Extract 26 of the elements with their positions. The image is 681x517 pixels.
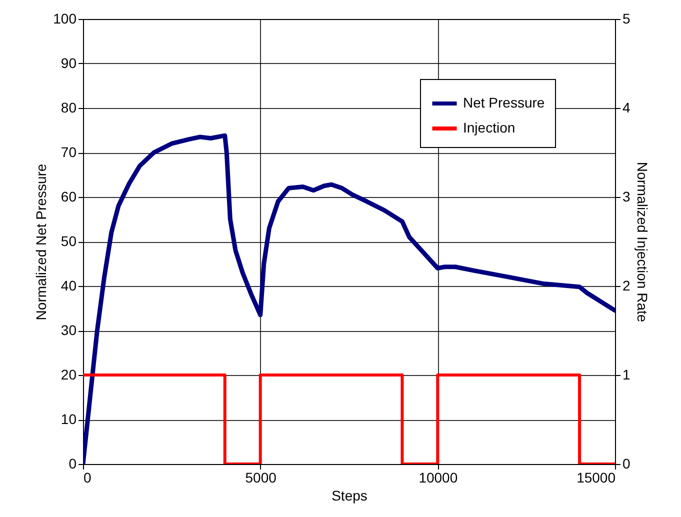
y2-tick-label: 5 [622,10,630,26]
y2-tick-label: 2 [622,278,630,294]
x-tick-label: 15000 [576,470,616,486]
y-tick-label: 90 [60,55,77,71]
x-tick-label: 10000 [418,470,458,486]
y-tick-label: 20 [60,366,77,382]
x-tick-label: 0 [84,470,92,486]
legend-label: Net Pressure [463,94,545,110]
y-tick-label: 0 [68,456,77,472]
legend-label: Injection [463,120,516,136]
y2-tick-label: 1 [622,366,630,382]
y-tick-label: 80 [60,100,77,116]
y-axis-title: Normalized Net Pressure [33,164,50,320]
y-tick-label: 10 [60,411,77,427]
y-tick-label: 60 [60,188,77,204]
y-tick-label: 40 [60,278,77,294]
y2-tick-label: 0 [622,456,630,472]
y2-tick-label: 3 [622,188,630,204]
y-tick-label: 30 [60,322,77,338]
y-tick-label: 70 [60,144,77,160]
y-tick-label: 100 [53,10,77,26]
x-tick-label: 5000 [245,470,277,486]
y2-tick-label: 4 [622,100,630,116]
x-axis-title: Steps [332,488,368,504]
y2-axis-title: Normalized Injection Rate [634,162,650,322]
y-tick-label: 50 [60,233,77,249]
